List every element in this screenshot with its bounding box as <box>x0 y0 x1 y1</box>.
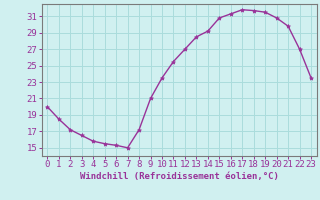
X-axis label: Windchill (Refroidissement éolien,°C): Windchill (Refroidissement éolien,°C) <box>80 172 279 181</box>
